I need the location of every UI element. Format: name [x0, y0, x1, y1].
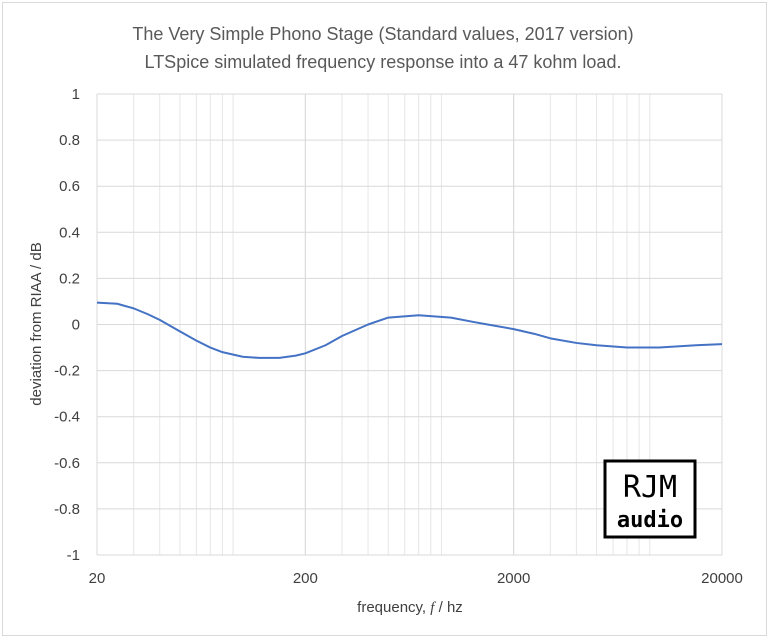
logo-line1: RJM — [623, 470, 677, 505]
logo-border — [603, 459, 697, 539]
x-axis-label-symbol: f — [430, 600, 436, 616]
y-tick-label: 0 — [72, 317, 80, 334]
y-tick-label: 0.2 — [59, 270, 80, 287]
rjm-audio-logo: RJM audio — [603, 459, 697, 539]
logo-line2: audio — [617, 508, 683, 533]
series-lines — [96, 301, 723, 359]
chart-subtitle: LTSpice simulated frequency response int… — [145, 52, 622, 72]
y-tick-label: -0.6 — [54, 455, 80, 472]
x-axis-label-suffix: / hz — [434, 599, 462, 616]
x-tick-labels: 20 200 2000 20000 — [89, 570, 743, 587]
major-gridlines — [96, 93, 723, 556]
x-axis-label-prefix: frequency, — [357, 599, 430, 616]
x-axis-label: frequency, f / hz — [357, 599, 463, 616]
x-tick-label: 20000 — [701, 570, 743, 587]
y-tick-label: 0.4 — [59, 224, 80, 241]
y-tick-label: 1 — [72, 86, 80, 103]
x-tick-label: 2000 — [497, 570, 530, 587]
y-tick-label: -0.2 — [54, 363, 80, 380]
y-axis-label: deviation from RIAA / dB — [28, 242, 45, 405]
y-tick-labels: 1 0.8 0.6 0.4 0.2 0 -0.2 -0.4 -0.6 -0.8 -1 — [54, 86, 80, 564]
y-tick-label: -1 — [67, 547, 80, 564]
x-tick-label: 20 — [89, 570, 106, 587]
y-tick-label: -0.8 — [54, 501, 80, 518]
y-tick-label: 0.8 — [59, 132, 80, 149]
y-tick-label: -0.4 — [54, 409, 80, 426]
y-tick-label: 0.6 — [59, 178, 80, 195]
chart-title: The Very Simple Phono Stage (Standard va… — [132, 24, 633, 44]
series-line — [96, 301, 723, 359]
x-tick-label: 200 — [293, 570, 318, 587]
